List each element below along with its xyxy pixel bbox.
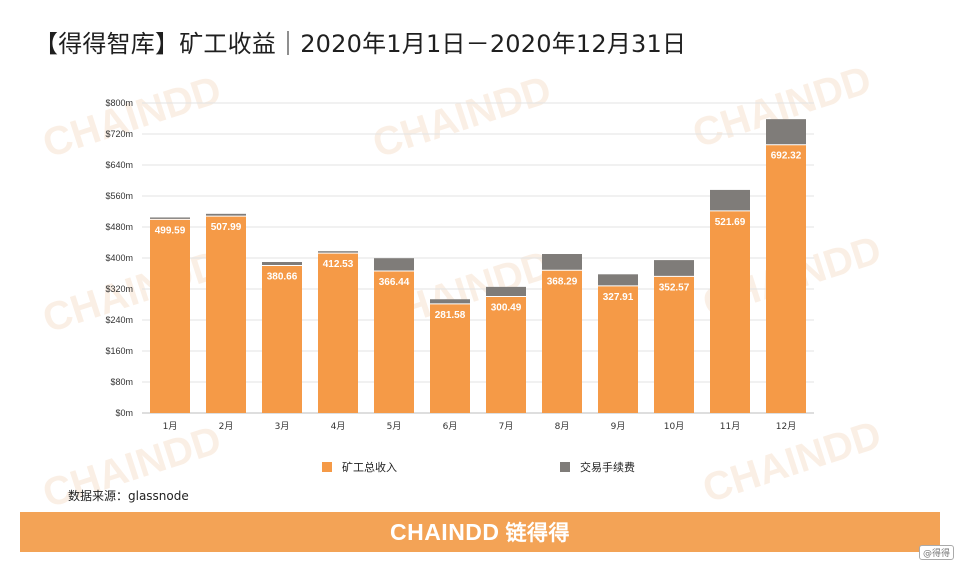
y-tick-label: $80m bbox=[110, 377, 133, 387]
x-tick-label: 9月 bbox=[611, 421, 626, 432]
bar-tx-fees bbox=[598, 274, 638, 286]
data-label: 692.32 bbox=[771, 151, 802, 162]
stacked-bar-chart: $0m $80m $160m $240m $320m $400m $480m $560m $64… bbox=[105, 98, 814, 432]
bar-tx-fees bbox=[206, 213, 246, 217]
footer-banner: CHAINDD 链得得 bbox=[20, 512, 940, 552]
footer-logo-text: CHAINDD bbox=[389, 519, 500, 545]
bar-miner-revenue bbox=[542, 270, 582, 413]
bar-tx-fees bbox=[542, 254, 582, 271]
bar-tx-fees bbox=[150, 217, 190, 220]
bar-tx-fees bbox=[766, 119, 806, 145]
data-label: 521.69 bbox=[715, 217, 746, 228]
y-tick-label: $400m bbox=[105, 253, 133, 263]
x-tick-label: 10月 bbox=[664, 421, 684, 432]
bar-tx-fees bbox=[374, 258, 414, 272]
bar-tx-fees bbox=[654, 260, 694, 277]
data-label: 380.66 bbox=[267, 271, 298, 282]
bar-tx-fees bbox=[262, 262, 302, 266]
x-tick-label: 2月 bbox=[219, 421, 234, 432]
data-label: 300.49 bbox=[491, 303, 522, 314]
bar-miner-revenue bbox=[150, 219, 190, 413]
x-tick-label: 8月 bbox=[555, 421, 570, 432]
bar-miner-revenue bbox=[598, 285, 638, 413]
bar-miner-revenue bbox=[710, 210, 750, 413]
bar-tx-fees bbox=[430, 299, 470, 304]
legend-item-miner-revenue: 矿工总收入 bbox=[322, 459, 397, 475]
bar-tx-fees bbox=[318, 251, 358, 254]
y-tick-label: $720m bbox=[105, 129, 133, 139]
y-tick-label: $0m bbox=[115, 408, 133, 418]
y-tick-label: $480m bbox=[105, 222, 133, 232]
x-tick-label: 5月 bbox=[387, 421, 402, 432]
bar-miner-revenue bbox=[206, 216, 246, 413]
footer-logo: CHAINDD 链得得 bbox=[390, 517, 570, 547]
bar-miner-revenue bbox=[654, 276, 694, 413]
legend-swatch-miner-revenue bbox=[322, 462, 332, 472]
page-title: 【得得智库】矿工收益｜2020年1月1日－2020年12月31日 bbox=[34, 30, 687, 58]
y-tick-label: $800m bbox=[105, 98, 133, 108]
data-label: 499.59 bbox=[155, 225, 186, 236]
data-label: 352.57 bbox=[659, 282, 690, 293]
bar-tx-fees bbox=[486, 286, 526, 297]
legend-label-tx-fees: 交易手续费 bbox=[580, 461, 635, 474]
bar-miner-revenue bbox=[766, 144, 806, 413]
footer-logo-cn: 链得得 bbox=[505, 521, 571, 545]
x-tick-label: 12月 bbox=[776, 421, 796, 432]
x-tick-label: 4月 bbox=[331, 421, 346, 432]
bar-miner-revenue bbox=[430, 303, 470, 413]
legend-item-tx-fees: 交易手续费 bbox=[560, 459, 635, 475]
data-label: 327.91 bbox=[603, 292, 634, 303]
data-label: 507.99 bbox=[211, 222, 242, 233]
x-tick-label: 6月 bbox=[443, 421, 458, 432]
x-tick-label: 1月 bbox=[163, 421, 178, 432]
bar-miner-revenue bbox=[374, 271, 414, 413]
legend-label-miner-revenue: 矿工总收入 bbox=[342, 461, 397, 474]
y-tick-label: $160m bbox=[105, 346, 133, 356]
data-source-note: 数据来源：glassnode bbox=[68, 489, 189, 503]
y-tick-label: $320m bbox=[105, 284, 133, 294]
data-label: 281.58 bbox=[435, 310, 466, 321]
data-label: 366.44 bbox=[379, 277, 410, 288]
bar-miner-revenue bbox=[262, 265, 302, 413]
corner-badge: @得得 bbox=[918, 545, 954, 560]
bar-miner-revenue bbox=[318, 253, 358, 413]
bar-miner-revenue bbox=[486, 296, 526, 413]
x-tick-label: 11月 bbox=[720, 421, 740, 432]
data-label: 368.29 bbox=[547, 276, 578, 287]
y-tick-label: $560m bbox=[105, 191, 133, 201]
y-tick-label: $240m bbox=[105, 315, 133, 325]
y-tick-label: $640m bbox=[105, 160, 133, 170]
bar-tx-fees bbox=[710, 189, 750, 211]
x-tick-label: 7月 bbox=[499, 421, 514, 432]
data-label: 412.53 bbox=[323, 259, 354, 270]
legend-swatch-tx-fees bbox=[560, 462, 570, 472]
x-tick-label: 3月 bbox=[275, 421, 290, 432]
